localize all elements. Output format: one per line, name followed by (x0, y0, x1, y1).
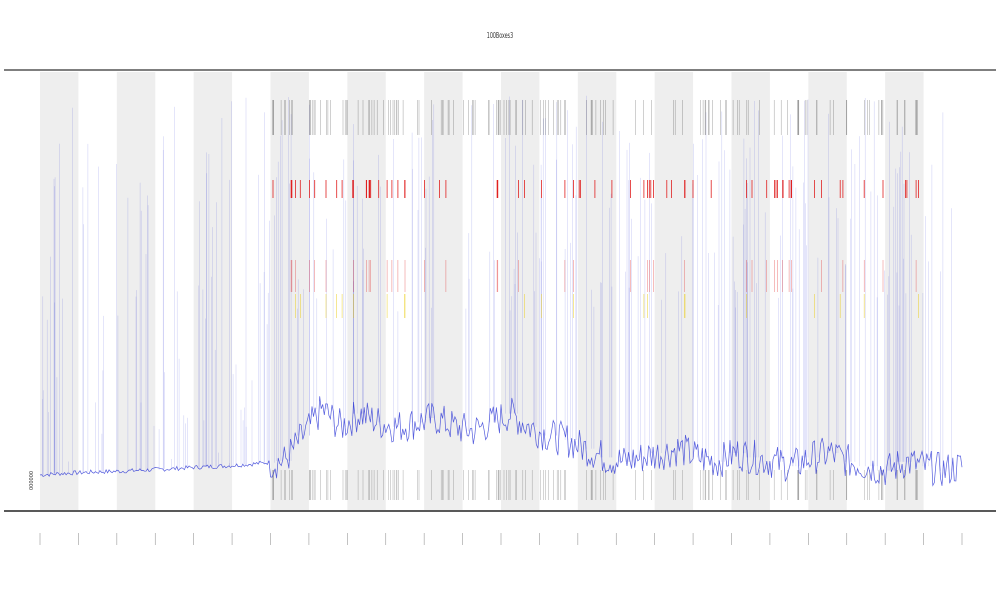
segment-shade (808, 72, 847, 510)
chart-title: 100Boxes3 (486, 31, 514, 40)
series-spikes (42, 95, 952, 475)
series-line (39, 396, 963, 487)
series-label: 000000 (29, 471, 35, 490)
segment-shade (577, 72, 617, 510)
segment-shade (501, 72, 540, 510)
segment-shading (40, 72, 924, 510)
segment-shade (193, 72, 233, 510)
x-ticks (39, 533, 963, 545)
segment-shade (424, 72, 463, 510)
event-marks (272, 100, 919, 500)
segment-shade (654, 72, 694, 510)
segment-shade (116, 72, 156, 510)
segment-shade (885, 72, 924, 510)
series-lines (39, 396, 963, 487)
segment-shade (731, 72, 770, 510)
segment-shade (40, 72, 79, 510)
